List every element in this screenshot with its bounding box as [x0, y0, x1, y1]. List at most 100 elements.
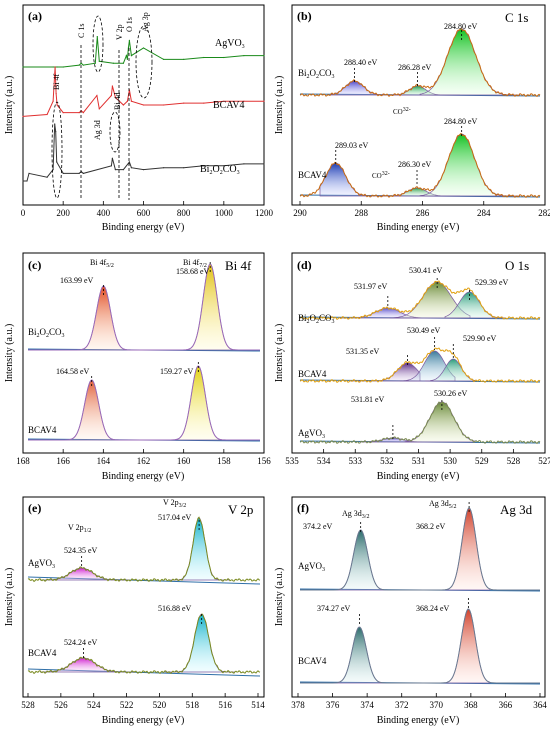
- panel-e-peak1-label: 524.35 eV: [64, 546, 98, 555]
- panel-f-ylabel: Intensity (a.u.): [274, 568, 285, 627]
- panel-c-envelope-2: [28, 365, 260, 441]
- panel-b-x-tick-label: 290: [293, 208, 307, 218]
- series-point-bcav4: [52, 100, 54, 102]
- series-point-bi2o2co3: [163, 167, 165, 169]
- panel-e-x-tick-label: 516: [218, 700, 232, 710]
- panel-c-peak4-label: 159.27 eV: [160, 367, 194, 376]
- panel-e-peakname-1: V 2p1/2: [68, 523, 91, 534]
- panel-e-x-tick-label: 524: [87, 700, 101, 710]
- panel-e-x-tick-label: 514: [251, 700, 265, 710]
- panel-d-peak1-label: 531.97 eV: [354, 282, 388, 291]
- panel-d-x-tick-label: 527: [538, 456, 550, 466]
- panel-e-peak-ag-2: [170, 517, 230, 581]
- panel-b: (b) C 1s Bi2O2CO3 BCAV4 284.80 eV 288.40…: [274, 4, 550, 233]
- panel-a-xlabel: Binding energy (eV): [102, 222, 185, 233]
- panel-c-x-tick-label: 162: [137, 456, 151, 466]
- panel-d-sample-bi2o2co3: Bi2O2CO3: [298, 313, 335, 325]
- series-point-agvo3: [82, 64, 84, 66]
- panel-b-peak1-label: 284.80 eV: [444, 22, 478, 31]
- series-point-bi2o2co3: [54, 123, 56, 125]
- panel-d-peak-bc-3: [424, 358, 476, 382]
- series-line-bcav4: [22, 66, 264, 117]
- panel-b-peak3-label: 286.28 eV: [398, 63, 432, 72]
- series-point-bcav4: [22, 115, 24, 117]
- panel-c-title: Bi 4f: [225, 258, 252, 273]
- panel-d-peak4-label: 531.35 eV: [346, 347, 380, 356]
- panel-b-xlabel: Binding energy (eV): [377, 222, 460, 233]
- panel-b-co3-note-1: CO32-: [393, 107, 411, 116]
- panel-c-x-tick-label: 158: [217, 456, 231, 466]
- panel-d-envelope-3: [299, 401, 541, 445]
- panel-f-peak1-label: 374.2 eV: [303, 522, 333, 531]
- series-point-agvo3: [56, 66, 58, 68]
- panel-b-title: C 1s: [505, 10, 528, 25]
- series-point-bcav4: [142, 104, 145, 106]
- series-point-agvo3: [130, 55, 132, 57]
- panel-c-peak2-label: 158.68 eV: [176, 267, 210, 276]
- panel-c: (c) Bi 4f Bi 4f5/2 Bi 4f7/2 Bi2O2CO3 BCA…: [4, 252, 271, 482]
- series-point-agvo3: [96, 36, 98, 38]
- panel-c-x-tick-label: 156: [257, 456, 271, 466]
- panel-c-peak-bi-1: [70, 285, 140, 351]
- panel-e-x-tick-label: 520: [153, 700, 167, 710]
- panel-b-x-tick-label: 284: [477, 208, 491, 218]
- panel-a-x-tick-label: 1200: [255, 208, 274, 218]
- panel-c-peak1-label: 163.99 eV: [60, 276, 94, 285]
- panel-f-peak3-label: 374.27 eV: [317, 604, 351, 613]
- series-point-bi2o2co3: [46, 176, 48, 178]
- panel-f-tag: (f): [297, 501, 309, 515]
- series-point-agvo3: [223, 56, 225, 59]
- panel-d-x-tick-label: 532: [380, 456, 394, 466]
- series-point-bi2o2co3: [223, 165, 225, 167]
- panel-d-x-tick-label: 534: [317, 456, 331, 466]
- series-point-bi2o2co3: [82, 172, 84, 174]
- panel-f-peak4-label: 368.24 eV: [416, 604, 450, 613]
- panel-c-peak-bi-2: [180, 263, 245, 351]
- series-point-agvo3: [98, 60, 100, 62]
- panel-f-peak-ag-1: [330, 529, 390, 591]
- panel-c-xlabel: Binding energy (eV): [102, 471, 185, 482]
- panel-f-envelope-2: [300, 608, 540, 684]
- panel-f: (f) Ag 3d Ag 3d3/2 Ag 3d5/2 AgVO3 BCAV4 …: [274, 496, 547, 726]
- panel-f-x-tick-label: 372: [395, 700, 409, 710]
- panel-a-sample-agvo3: AgVO3: [215, 38, 245, 50]
- panel-e-peak-bc-2: [165, 613, 235, 673]
- panel-a-x-tick-label: 800: [177, 208, 191, 218]
- panel-e: (e) V 2p V 2p1/2 V 2p3/2 AgVO3 BCAV4 524…: [4, 496, 265, 726]
- panel-c-x-tick-label: 160: [177, 456, 191, 466]
- panel-b-sample-bi2o2co3: Bi2O2CO3: [298, 68, 335, 80]
- series-point-bcav4: [114, 96, 116, 98]
- panel-d-x-tick-label: 529: [475, 456, 489, 466]
- series-point-bi2o2co3: [111, 157, 113, 159]
- series-point-agvo3: [122, 62, 124, 64]
- panel-b-co3-note-2: CO32-: [372, 171, 390, 180]
- series-point-bcav4: [111, 85, 113, 87]
- panel-f-peakname-1: Ag 3d3/2: [342, 509, 369, 520]
- panel-d-peak5-label: 530.49 eV: [407, 326, 441, 335]
- series-point-bi2o2co3: [130, 167, 132, 169]
- panel-b-peak5-label: 286.30 eV: [398, 160, 432, 169]
- series-point-bi2o2co3: [110, 165, 112, 167]
- panel-e-peak3-label: 524.24 eV: [64, 638, 98, 647]
- series-point-agvo3: [183, 58, 185, 61]
- panel-d-ylabel: Intensity (a.u.): [274, 324, 285, 383]
- panel-b-peak6-label: 284.80 eV: [444, 117, 478, 126]
- panel-f-peak-bc-1: [330, 626, 390, 684]
- panel-f-xlabel: Binding energy (eV): [377, 715, 460, 726]
- panel-d-x-tick-label: 530: [443, 456, 457, 466]
- panel-f-peak2-label: 368.2 eV: [416, 522, 446, 531]
- panel-d-sample-agvo3: AgVO3: [298, 428, 325, 440]
- series-point-bcav4: [163, 104, 165, 106]
- series-point-bi2o2co3: [122, 169, 124, 171]
- series-point-bcav4: [110, 94, 112, 97]
- panel-e-x-tick-label: 526: [54, 700, 68, 710]
- panel-e-x-tick-label: 518: [186, 700, 200, 710]
- series-point-bi2o2co3: [128, 161, 130, 163]
- panel-b-envelope-2: [299, 132, 541, 199]
- panel-d-sample-bcav4: BCAV4: [298, 369, 327, 379]
- panel-e-peakname-2: V 2p3/2: [163, 498, 186, 509]
- panel-d-x-tick-label: 531: [412, 456, 426, 466]
- panel-a-label-c1s: C 1s: [77, 24, 86, 38]
- panel-e-peak2-label: 517.04 eV: [158, 513, 192, 522]
- panel-d-peak7-label: 531.81 eV: [351, 395, 385, 404]
